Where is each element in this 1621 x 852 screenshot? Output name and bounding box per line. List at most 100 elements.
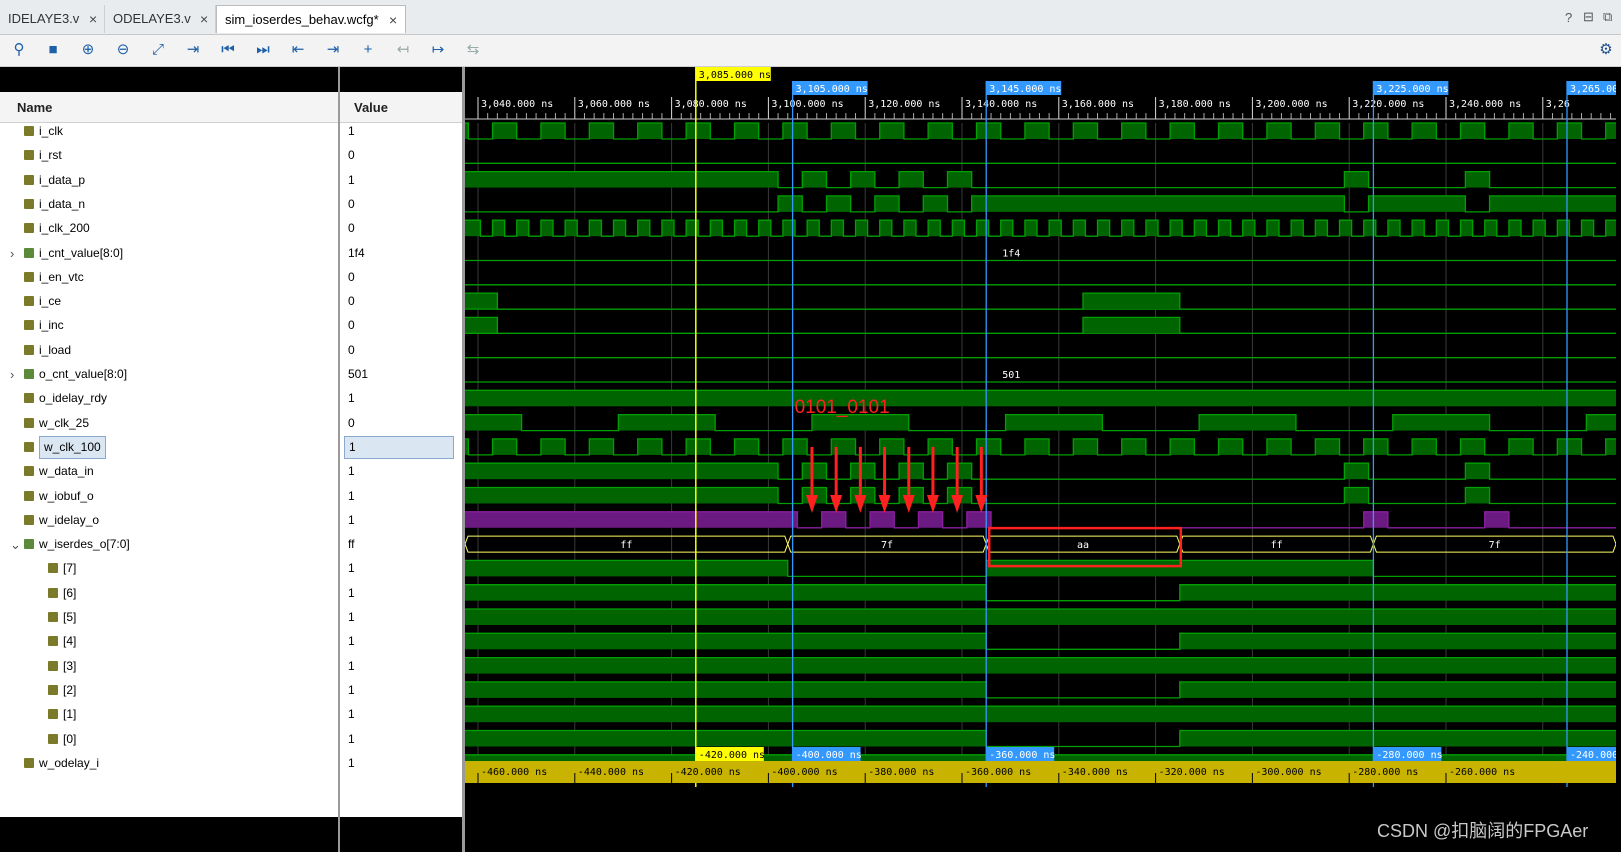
signal-value[interactable]: 0 (340, 216, 464, 241)
signal-row[interactable]: › i_cnt_value[8:0] (0, 241, 338, 266)
zoom-fit-icon[interactable]: ⤢ (151, 41, 164, 58)
close-icon[interactable]: × (389, 12, 398, 28)
name-header[interactable]: Name (0, 92, 338, 123)
maximize-icon[interactable]: ⧉ (1603, 9, 1613, 24)
tab-idelaye3[interactable]: IDELAYE3.v × (0, 5, 105, 33)
signal-value[interactable]: 0 (340, 265, 464, 290)
signal-row[interactable]: w_data_in (0, 459, 338, 484)
signal-row[interactable]: [6] (0, 581, 338, 606)
go-to-cursor-icon[interactable]: ⇥ (186, 41, 200, 58)
expand-icon[interactable]: › (10, 367, 15, 382)
wave-fill (1024, 123, 1050, 139)
signal-row[interactable]: i_clk_200 (0, 216, 338, 241)
zoom-in-icon[interactable]: ⊕ (81, 41, 95, 58)
wave-fill (465, 511, 798, 528)
signal-value[interactable]: 1 (340, 459, 464, 484)
signal-value[interactable]: 1 (340, 556, 464, 581)
signal-value[interactable]: 1f4 (340, 241, 464, 266)
settings-icon[interactable]: ⚙ (1599, 41, 1613, 58)
column-separator[interactable] (338, 67, 340, 852)
signal-row[interactable]: [2] (0, 678, 338, 703)
signal-row[interactable]: [1] (0, 702, 338, 727)
waveform-canvas[interactable]: 3,040.000 ns 3,060.000 ns 3,080.000 ns 3,10… (465, 67, 1616, 852)
tab-odelaye3[interactable]: ODELAYE3.v × (105, 5, 216, 33)
go-to-start-icon[interactable]: ⏮ (221, 41, 235, 58)
close-icon[interactable]: × (200, 11, 209, 27)
collapse-icon[interactable]: ⌄ (10, 537, 21, 553)
wave-fill (1460, 220, 1473, 237)
next-transition-icon[interactable]: ⇥ (326, 41, 340, 58)
signal-value[interactable]: 1 (340, 702, 464, 727)
tick-label: 3,120.000 ns (868, 99, 940, 110)
value-header[interactable]: Value (340, 92, 464, 123)
signal-row[interactable]: [4] (0, 629, 338, 654)
next-marker-icon[interactable]: ↦ (431, 41, 445, 58)
signal-row[interactable]: [7] (0, 556, 338, 581)
signal-value[interactable]: 1 (340, 654, 464, 679)
tab-sim-ioserdes[interactable]: sim_ioserdes_behav.wcfg* × (216, 5, 406, 33)
signal-value[interactable]: 1 (340, 727, 464, 752)
signal-row[interactable]: w_odelay_i (0, 751, 338, 776)
tick-label: 3,040.000 ns (481, 99, 553, 110)
signal-value[interactable]: 0 (340, 192, 464, 217)
signal-value[interactable]: 0 (340, 143, 464, 168)
signal-value[interactable]: 1 (340, 629, 464, 654)
signal-row[interactable]: i_data_p (0, 168, 338, 193)
signal-value[interactable]: 0 (340, 338, 464, 363)
signal-value[interactable]: 1 (340, 605, 464, 630)
signal-value[interactable]: 1 (340, 119, 464, 144)
signal-row[interactable]: i_data_n (0, 192, 338, 217)
signal-row[interactable]: w_clk_100 (0, 435, 338, 460)
signal-row[interactable]: › o_cnt_value[8:0] (0, 362, 338, 387)
delta-marker-label: -400.000 ns (796, 750, 862, 761)
signal-row[interactable]: w_idelay_o (0, 508, 338, 533)
signal-value[interactable]: 0 (340, 411, 464, 436)
wave-w_idelay_o (465, 511, 1616, 529)
swap-cursors-icon[interactable]: ⇆ (466, 41, 480, 58)
signal-value[interactable]: 1 (340, 508, 464, 533)
expand-icon[interactable]: › (10, 245, 15, 261)
wave-fill (465, 414, 522, 431)
signal-value[interactable]: 0 (340, 313, 464, 338)
signal-value[interactable]: 501 (340, 362, 464, 387)
add-marker-icon[interactable]: + (363, 41, 373, 58)
waveform-pane[interactable]: 3,040.000 ns 3,060.000 ns 3,080.000 ns 3,10… (465, 67, 1616, 852)
signal-value[interactable]: 1 (340, 386, 464, 411)
help-icon[interactable]: ? (1565, 10, 1573, 25)
column-separator[interactable] (462, 67, 465, 852)
signal-row[interactable]: i_en_vtc (0, 265, 338, 290)
save-icon[interactable]: ■ (48, 41, 58, 58)
search-icon[interactable]: ⚲ (13, 41, 25, 58)
signal-value[interactable]: 1 (340, 484, 464, 509)
signal-value[interactable]: ff (340, 532, 464, 557)
go-to-end-icon[interactable]: ⏭ (256, 41, 270, 58)
wave-fill (1121, 123, 1146, 139)
previous-transition-icon[interactable]: ⇤ (291, 41, 305, 58)
signal-row[interactable]: ⌄ w_iserdes_o[7:0] (0, 532, 338, 557)
signal-value[interactable]: 1 (340, 435, 464, 460)
value-text: 1 (348, 585, 355, 600)
signal-row[interactable]: w_clk_25 (0, 411, 338, 436)
signal-row[interactable]: [0] (0, 727, 338, 752)
signal-value[interactable]: 1 (340, 168, 464, 193)
previous-marker-icon[interactable]: ↤ (396, 41, 410, 58)
signal-value[interactable]: 1 (340, 751, 464, 776)
signal-row[interactable]: w_iobuf_o (0, 484, 338, 509)
close-icon[interactable]: × (89, 11, 98, 27)
restore-icon[interactable]: ⊟ (1583, 9, 1594, 24)
wave-fill (1179, 633, 1616, 650)
signal-value[interactable]: 1 (340, 581, 464, 606)
signal-row[interactable]: i_load (0, 338, 338, 363)
delta-tick-label: -380.000 ns (868, 767, 934, 778)
signal-value[interactable]: 1 (340, 678, 464, 703)
signal-value[interactable]: 0 (340, 289, 464, 314)
zoom-out-icon[interactable]: ⊖ (116, 41, 130, 58)
signal-row[interactable]: [3] (0, 654, 338, 679)
signal-row[interactable]: i_clk (0, 119, 338, 144)
signal-row[interactable]: i_rst (0, 143, 338, 168)
signal-row[interactable]: [5] (0, 605, 338, 630)
signal-row[interactable]: i_inc (0, 313, 338, 338)
signal-row[interactable]: i_ce (0, 289, 338, 314)
signal-row[interactable]: o_idelay_rdy (0, 386, 338, 411)
value-text: ff (348, 537, 355, 552)
